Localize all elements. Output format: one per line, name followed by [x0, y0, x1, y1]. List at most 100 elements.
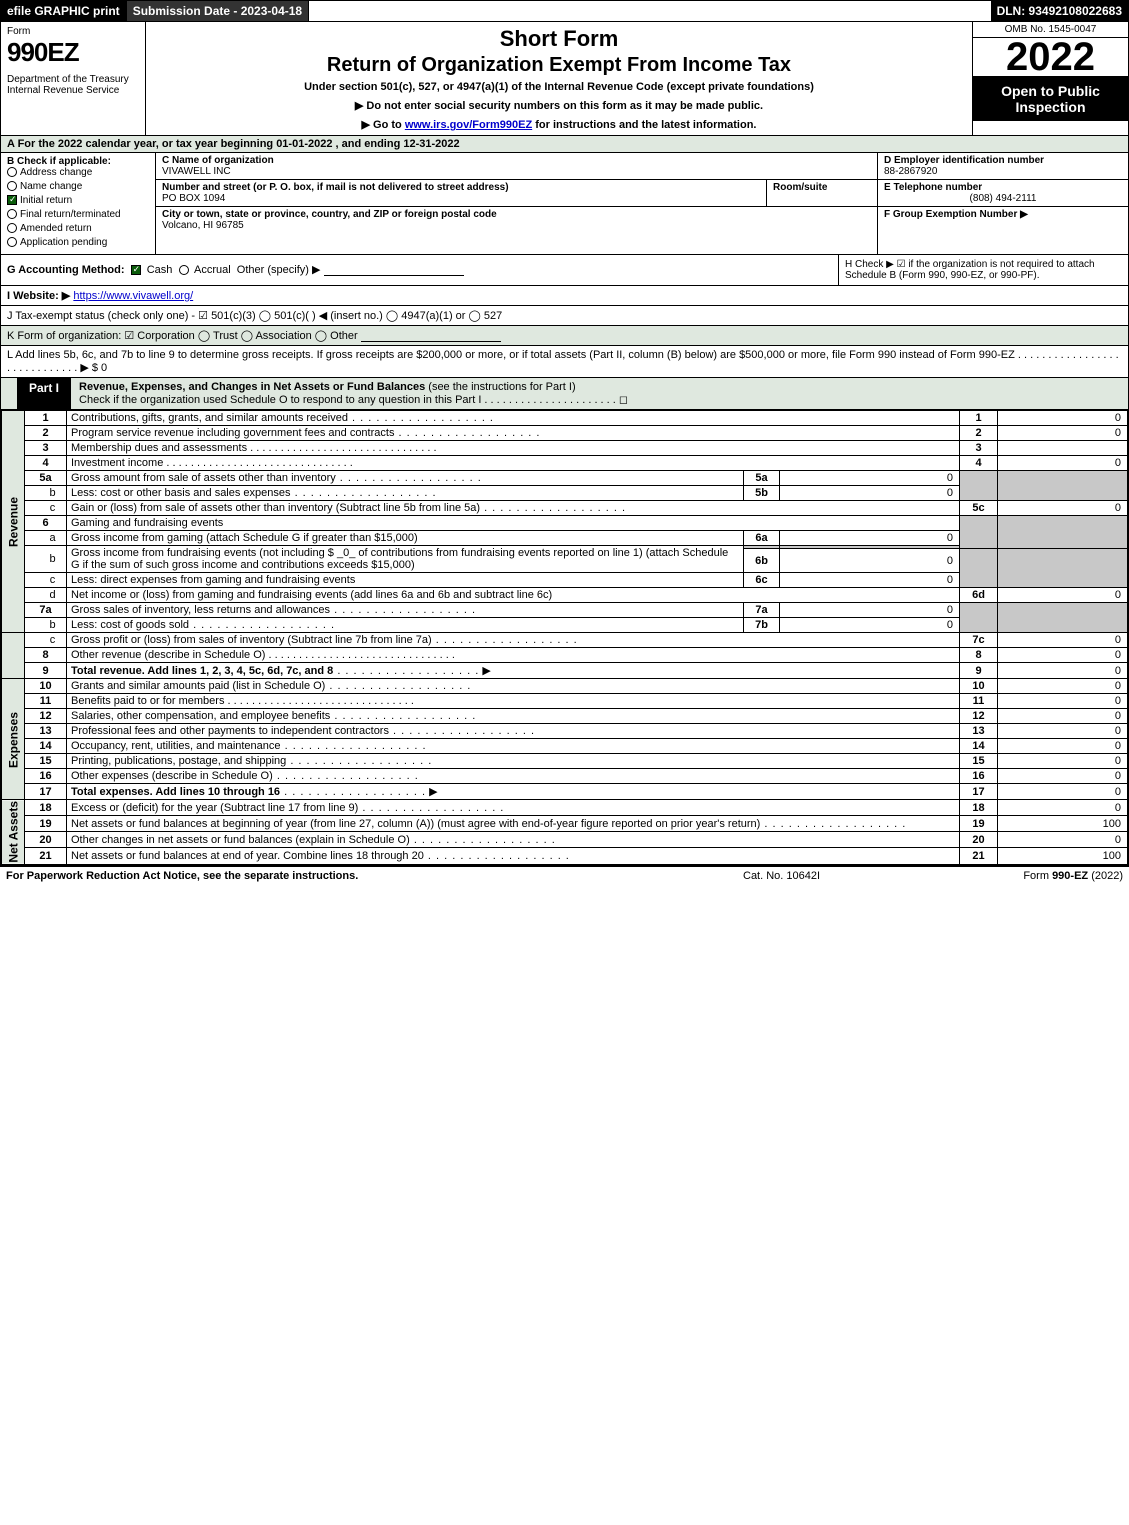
- line-num: a: [25, 531, 67, 546]
- line-value: 0: [998, 724, 1128, 739]
- row-gh: G Accounting Method: Cash Accrual Other …: [1, 255, 1128, 286]
- inline-box-num: 5a: [744, 471, 780, 486]
- check-final-return[interactable]: Final return/terminated: [7, 209, 149, 220]
- line-num: 17: [25, 784, 67, 800]
- checkbox-icon: [7, 237, 17, 247]
- checkbox-icon: [7, 209, 17, 219]
- line-value: 0: [998, 411, 1128, 426]
- org-name-label: C Name of organization: [162, 155, 274, 166]
- submission-date-badge: Submission Date - 2023-04-18: [127, 1, 309, 21]
- ein-value: 88-2867920: [884, 166, 937, 177]
- other-org-input[interactable]: [361, 330, 501, 342]
- line-value: 0: [998, 663, 1128, 679]
- inline-box-num: 6b: [744, 549, 780, 573]
- check-address-change[interactable]: Address change: [7, 167, 149, 178]
- header-right: OMB No. 1545-0047 2022 Open to Public In…: [973, 22, 1128, 135]
- cash-option[interactable]: Cash: [147, 264, 173, 276]
- row-j-tax-exempt: J Tax-exempt status (check only one) - ☑…: [1, 306, 1128, 326]
- line-num: 19: [25, 816, 67, 832]
- line-num: 5a: [25, 471, 67, 486]
- check-initial-return[interactable]: Initial return: [7, 195, 149, 206]
- line-desc: Occupancy, rent, utilities, and maintena…: [67, 739, 960, 754]
- line-num: 8: [25, 648, 67, 663]
- line-desc: Gross profit or (loss) from sales of inv…: [67, 633, 960, 648]
- grey-cell: [998, 471, 1128, 501]
- grey-cell: [960, 516, 998, 549]
- line-num: c: [25, 633, 67, 648]
- accrual-option[interactable]: Accrual: [194, 264, 231, 276]
- row-i-website: I Website: ▶ https://www.vivawell.org/: [1, 286, 1128, 306]
- line-desc: Gross sales of inventory, less returns a…: [67, 603, 744, 618]
- line-value: 0: [998, 501, 1128, 516]
- check-application-pending[interactable]: Application pending: [7, 237, 149, 248]
- line-num: 6: [25, 516, 67, 531]
- irs-link[interactable]: www.irs.gov/Form990EZ: [405, 119, 532, 131]
- checkbox-checked-icon: [7, 195, 17, 205]
- form-990ez-page: efile GRAPHIC print Submission Date - 20…: [0, 0, 1129, 866]
- instruction-goto-post: for instructions and the latest informat…: [532, 119, 756, 131]
- instruction-goto: ▶ Go to www.irs.gov/Form990EZ for instru…: [150, 118, 968, 131]
- line-desc: Net assets or fund balances at end of ye…: [67, 848, 960, 864]
- efile-print-button[interactable]: efile GRAPHIC print: [1, 1, 127, 21]
- line-right-num: 6d: [960, 588, 998, 603]
- line-desc: Gain or (loss) from sale of assets other…: [67, 501, 960, 516]
- line-num: b: [25, 486, 67, 501]
- line-desc: Investment income: [67, 456, 960, 471]
- line-right-num: 4: [960, 456, 998, 471]
- top-bar: efile GRAPHIC print Submission Date - 20…: [1, 1, 1128, 22]
- line-desc: Less: direct expenses from gaming and fu…: [67, 573, 744, 588]
- grey-cell: [960, 549, 998, 588]
- street-value: PO BOX 1094: [162, 193, 225, 204]
- line-right-num: 9: [960, 663, 998, 679]
- form-reference: Form 990-EZ (2022): [963, 870, 1123, 882]
- grey-cell: [998, 549, 1128, 588]
- line-right-num: 8: [960, 648, 998, 663]
- line-num: 1: [25, 411, 67, 426]
- line-desc: Professional fees and other payments to …: [67, 724, 960, 739]
- line-num: 11: [25, 694, 67, 709]
- section-bcd: B Check if applicable: Address change Na…: [1, 153, 1128, 255]
- ein-label: D Employer identification number: [884, 155, 1044, 166]
- department-label: Department of the Treasury: [7, 74, 139, 85]
- group-exemption-row: F Group Exemption Number ▶: [878, 207, 1128, 222]
- grey-cell: [960, 471, 998, 501]
- inline-box-num: 6c: [744, 573, 780, 588]
- check-amended-return[interactable]: Amended return: [7, 223, 149, 234]
- website-link[interactable]: https://www.vivawell.org/: [73, 290, 193, 302]
- line-value: 0: [998, 633, 1128, 648]
- line-value: 0: [998, 694, 1128, 709]
- other-specify-input[interactable]: [324, 264, 464, 276]
- line-desc: Contributions, gifts, grants, and simila…: [67, 411, 960, 426]
- line-num: 15: [25, 754, 67, 769]
- line-desc: Printing, publications, postage, and shi…: [67, 754, 960, 769]
- revenue-side-label: Revenue: [2, 411, 25, 633]
- row-l-gross-receipts: L Add lines 5b, 6c, and 7b to line 9 to …: [1, 346, 1128, 378]
- header-center: Short Form Return of Organization Exempt…: [146, 22, 973, 135]
- check-name-change[interactable]: Name change: [7, 181, 149, 192]
- group-exemption-label: F Group Exemption Number ▶: [884, 209, 1028, 220]
- line-num: 16: [25, 769, 67, 784]
- page-footer: For Paperwork Reduction Act Notice, see …: [0, 866, 1129, 885]
- line-right-num: 21: [960, 848, 998, 864]
- line-num: 21: [25, 848, 67, 864]
- line-value: 0: [998, 679, 1128, 694]
- other-option[interactable]: Other (specify) ▶: [237, 264, 321, 276]
- form-word: Form: [7, 26, 139, 37]
- line-desc: Other expenses (describe in Schedule O): [67, 769, 960, 784]
- line-value: 0: [998, 769, 1128, 784]
- instruction-goto-pre: ▶ Go to: [362, 119, 405, 131]
- inline-box-value: 0: [780, 618, 960, 633]
- inline-box-value: 0: [780, 573, 960, 588]
- line-num: 13: [25, 724, 67, 739]
- line-right-num: 19: [960, 816, 998, 832]
- phone-label: E Telephone number: [884, 182, 982, 193]
- row-k-form-organization: K Form of organization: ☑ Corporation ◯ …: [1, 326, 1128, 346]
- website-label: I Website: ▶: [7, 290, 70, 302]
- line-num: b: [25, 618, 67, 633]
- line-num: c: [25, 501, 67, 516]
- org-name-row: C Name of organization VIVAWELL INC: [156, 153, 877, 180]
- line-right-num: 20: [960, 832, 998, 848]
- city-row: City or town, state or province, country…: [156, 207, 877, 233]
- line-desc: Gross income from fundraising events (no…: [67, 546, 744, 573]
- inline-box-value: 0: [780, 486, 960, 501]
